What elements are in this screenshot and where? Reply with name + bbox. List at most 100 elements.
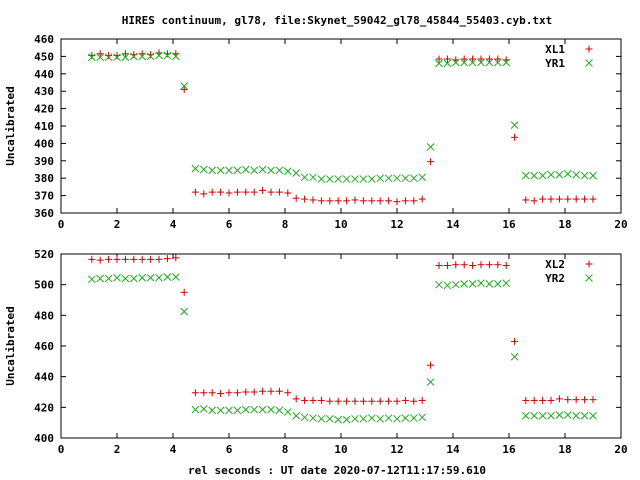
- data-point: [494, 261, 502, 269]
- data-point: [200, 389, 208, 397]
- data-point: [326, 397, 334, 405]
- data-point: [572, 170, 581, 179]
- data-point: [259, 387, 267, 395]
- data-point: [191, 389, 199, 397]
- x-tick-label: 14: [446, 218, 460, 231]
- y-tick-label: 390: [34, 155, 54, 168]
- data-point: [418, 195, 426, 203]
- data-point: [393, 397, 401, 405]
- data-point: [343, 397, 351, 405]
- data-point: [199, 165, 208, 174]
- x-tick-label: 2: [114, 218, 121, 231]
- y-tick-label: 460: [34, 340, 54, 353]
- y-tick-label: 520: [34, 248, 54, 261]
- data-point: [460, 55, 468, 63]
- data-point: [376, 174, 385, 183]
- legend-marker: [585, 260, 593, 268]
- data-point: [427, 158, 435, 166]
- data-point: [477, 279, 485, 287]
- data-point: [539, 396, 547, 404]
- data-point: [502, 279, 511, 287]
- data-point: [589, 171, 597, 180]
- data-point: [564, 396, 572, 404]
- data-point: [376, 414, 385, 423]
- data-point: [200, 190, 208, 198]
- data-point: [113, 255, 121, 263]
- plot-frame: [60, 253, 622, 439]
- x-tick-label: 0: [58, 443, 65, 456]
- panel-1: 0 2 4 6 8 10 12 14 16 18 20 360 370 380 390 400 410 420 43…: [4, 33, 628, 231]
- data-point: [155, 255, 163, 263]
- data-point: [547, 170, 555, 179]
- data-point: [511, 133, 519, 141]
- data-point: [87, 53, 96, 62]
- data-point: [351, 175, 359, 183]
- x-tick-label: 20: [614, 218, 627, 231]
- data-point: [258, 165, 267, 174]
- data-point: [493, 58, 502, 67]
- plot-frame: [60, 38, 622, 214]
- data-point: [580, 171, 589, 180]
- data-point: [121, 53, 130, 62]
- data-point: [180, 288, 188, 296]
- y-tick-label: 360: [34, 207, 54, 220]
- data-point: [104, 53, 113, 62]
- data-point: [539, 195, 547, 203]
- y-axis-label: Uncalibrated: [4, 86, 17, 165]
- data-point: [589, 411, 597, 420]
- y-tick-label: 420: [34, 401, 54, 414]
- y-tick-label: 420: [34, 103, 54, 116]
- data-point: [96, 53, 105, 62]
- data-point: [121, 274, 130, 283]
- data-point: [435, 55, 443, 63]
- data-point: [146, 52, 155, 61]
- data-point: [451, 58, 460, 67]
- data-point: [275, 406, 284, 415]
- data-point: [385, 397, 393, 405]
- y-tick-label: 430: [34, 85, 54, 98]
- data-point: [208, 188, 216, 196]
- data-point: [530, 197, 538, 205]
- data-point: [443, 55, 451, 63]
- data-point: [435, 59, 443, 68]
- data-point: [334, 415, 343, 424]
- data-point: [225, 389, 233, 397]
- series-XL2: [88, 254, 597, 405]
- data-point: [275, 387, 283, 395]
- y-axis-label: Uncalibrated: [4, 306, 17, 385]
- data-point: [155, 273, 163, 282]
- data-point: [589, 396, 597, 404]
- data-point: [342, 415, 351, 424]
- data-point: [216, 166, 225, 175]
- data-point: [547, 396, 555, 404]
- data-point: [510, 121, 519, 129]
- data-point: [581, 195, 589, 203]
- x-tick-label: 14: [446, 443, 460, 456]
- data-point: [572, 396, 580, 404]
- data-point: [163, 51, 172, 60]
- data-point: [241, 165, 250, 174]
- data-point: [342, 175, 351, 183]
- legend-label: XL2: [545, 258, 565, 271]
- x-tick-label: 10: [334, 443, 347, 456]
- data-point: [443, 262, 451, 269]
- x-tick-label: 8: [282, 443, 289, 456]
- x-tick-label: 6: [226, 218, 233, 231]
- data-point: [292, 169, 301, 177]
- legend-label: XL1: [545, 43, 565, 56]
- data-point: [292, 411, 301, 420]
- data-point: [385, 197, 393, 205]
- data-point: [367, 414, 376, 422]
- x-tick-label: 12: [390, 218, 403, 231]
- series-YR1: [87, 51, 597, 183]
- data-point: [376, 397, 384, 405]
- data-point: [292, 395, 300, 403]
- data-point: [502, 58, 511, 67]
- x-tick-label: 16: [502, 218, 516, 231]
- data-point: [208, 389, 216, 397]
- data-point: [477, 261, 485, 269]
- data-point: [522, 396, 530, 404]
- data-point: [250, 388, 258, 396]
- panel-2: 0 2 4 6 8 10 12 14 16 18 20 400 420 440 460 480 500 520 Un…: [4, 248, 628, 456]
